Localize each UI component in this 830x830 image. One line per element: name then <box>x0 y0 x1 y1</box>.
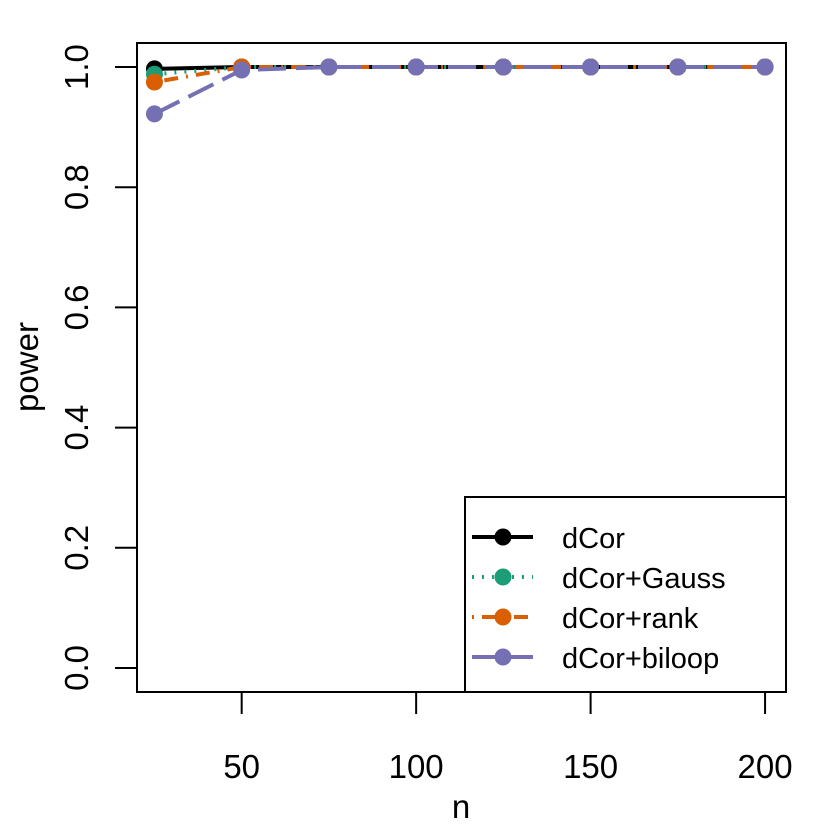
y-axis: 0.0 0.2 0.4 0.6 0.8 1.0 <box>58 44 137 691</box>
y-tick-label: 0.6 <box>58 284 95 330</box>
y-tick-label: 1.0 <box>58 44 95 90</box>
legend-marker <box>494 568 512 586</box>
data-point <box>233 61 251 79</box>
data-point <box>494 58 512 76</box>
y-axis-label: power <box>8 322 45 412</box>
y-tick-label: 0.4 <box>58 405 95 451</box>
legend-label: dCor+biloop <box>562 643 719 675</box>
legend-marker <box>494 528 512 546</box>
x-tick-label: 100 <box>389 748 444 785</box>
data-point <box>756 58 774 76</box>
legend: dCor dCor+Gauss dCor+rank dCor+biloop <box>464 496 787 693</box>
legend-label: dCor+Gauss <box>562 563 726 595</box>
legend-label: dCor+rank <box>562 603 699 635</box>
data-point <box>145 105 163 123</box>
data-point <box>320 58 338 76</box>
x-tick-label: 150 <box>563 748 618 785</box>
series-layer <box>145 58 774 123</box>
y-tick-label: 0.8 <box>58 164 95 210</box>
data-point <box>582 58 600 76</box>
y-tick-label: 0.0 <box>58 645 95 691</box>
data-point <box>669 58 687 76</box>
legend-marker <box>494 608 512 626</box>
legend-label: dCor <box>562 523 625 555</box>
y-tick-label: 0.2 <box>58 525 95 571</box>
plot-frame <box>136 42 787 693</box>
data-point <box>145 73 163 91</box>
legend-marker <box>494 648 512 666</box>
x-tick-label: 200 <box>738 748 793 785</box>
data-point <box>407 58 425 76</box>
x-axis-label: n <box>452 788 470 825</box>
x-axis: 50 100 150 200 <box>223 692 793 785</box>
series-line <box>153 65 766 116</box>
legend-box <box>464 496 787 693</box>
x-tick-label: 50 <box>223 748 260 785</box>
